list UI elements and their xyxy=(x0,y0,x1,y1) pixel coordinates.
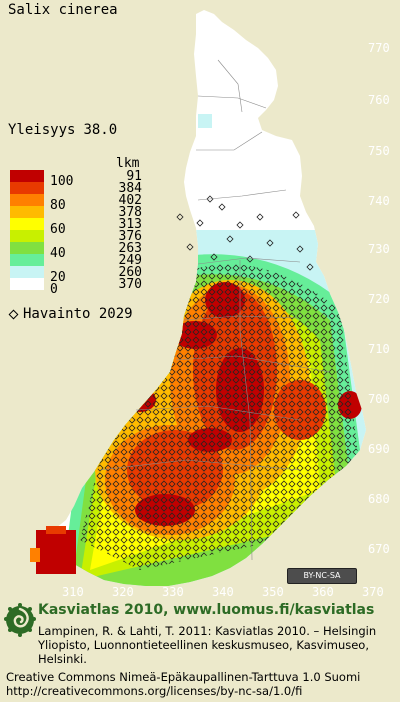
legend-count: 378 xyxy=(118,205,142,220)
kasviatlas-logo-icon xyxy=(4,603,36,637)
observation-legend: Havainto 2029 xyxy=(8,306,133,322)
legend-swatch xyxy=(10,254,44,266)
northing-tick: 690 xyxy=(368,442,390,456)
legend-count: 91 xyxy=(126,169,142,184)
legend-count: 260 xyxy=(118,265,142,280)
north-cell xyxy=(198,114,212,128)
easting-tick: 320 xyxy=(112,585,134,599)
frequency-value: 38.0 xyxy=(83,122,118,138)
easting-axis: 310 320 330 340 350 360 370 xyxy=(62,585,384,599)
northing-tick: 670 xyxy=(368,542,390,556)
legend-swatch xyxy=(10,170,44,182)
legend-swatch xyxy=(10,242,44,254)
aland-islands xyxy=(30,526,76,574)
legend-swatch xyxy=(10,182,44,194)
legend-swatch xyxy=(10,194,44,206)
frequency-readout: Yleisyys 38.0 xyxy=(8,122,117,138)
legend-range-label: 100 xyxy=(50,174,74,189)
region-boundaries xyxy=(99,59,331,561)
legend-count: 402 xyxy=(118,193,142,208)
distribution-map: 770 760 750 740 730 720 710 700 690 680 … xyxy=(30,10,390,599)
legend-count: 313 xyxy=(118,217,142,232)
legend-count: 384 xyxy=(118,181,142,196)
legend-range-label: 20 xyxy=(50,270,66,285)
northing-tick: 750 xyxy=(368,144,390,158)
northing-tick: 770 xyxy=(368,41,390,55)
diamond-icon xyxy=(8,309,19,319)
legend-range-label: 60 xyxy=(50,222,66,237)
license-badge-label: BY-NC-SA xyxy=(303,571,341,580)
legend-count: 249 xyxy=(118,253,142,268)
legend-swatch xyxy=(10,278,44,290)
species-title: Salix cinerea xyxy=(8,2,118,18)
easting-tick: 330 xyxy=(162,585,184,599)
easting-tick: 350 xyxy=(262,585,284,599)
frequency-label: Yleisyys xyxy=(8,122,76,138)
legend-swatch xyxy=(10,218,44,230)
northing-tick: 730 xyxy=(368,242,390,256)
easting-tick: 310 xyxy=(62,585,84,599)
legend-swatch xyxy=(10,266,44,278)
legend-swatch xyxy=(10,230,44,242)
northern-observations xyxy=(176,119,314,271)
legend-range-label: 40 xyxy=(50,246,66,261)
legend-range-label: 0 xyxy=(50,282,58,297)
footer-title[interactable]: Kasviatlas 2010, www.luomus.fi/kasviatla… xyxy=(38,602,375,618)
license-badge[interactable]: BY-NC-SA xyxy=(287,568,357,584)
legend-count: 376 xyxy=(118,229,142,244)
northing-tick: 720 xyxy=(368,292,390,306)
footer-citation: Lampinen, R. & Lahti, T. 2011: Kasviatla… xyxy=(38,624,377,666)
northing-tick: 740 xyxy=(368,194,390,208)
legend-count: 370 xyxy=(118,277,142,292)
footer-license: Creative Commons Nimeä-Epäkaupallinen-Ta… xyxy=(6,670,398,698)
northing-tick: 760 xyxy=(368,93,390,107)
license-url[interactable]: http://creativecommons.org/licenses/by-n… xyxy=(6,684,303,698)
northing-tick: 680 xyxy=(368,492,390,506)
northing-tick: 710 xyxy=(368,342,390,356)
northing-axis: 770 760 750 740 730 720 710 700 690 680 … xyxy=(368,41,390,556)
northing-tick: 700 xyxy=(368,392,390,406)
observation-label: Havainto xyxy=(23,306,91,322)
legend-count: 263 xyxy=(118,241,142,256)
easting-tick: 360 xyxy=(312,585,334,599)
legend-range-label: 80 xyxy=(50,198,66,213)
easting-tick: 340 xyxy=(212,585,234,599)
observation-count: 2029 xyxy=(98,306,133,322)
legend-swatch xyxy=(10,206,44,218)
legend-count-header: lkm xyxy=(116,156,140,171)
license-name: Creative Commons Nimeä-Epäkaupallinen-Ta… xyxy=(6,670,361,684)
easting-tick: 370 xyxy=(362,585,384,599)
